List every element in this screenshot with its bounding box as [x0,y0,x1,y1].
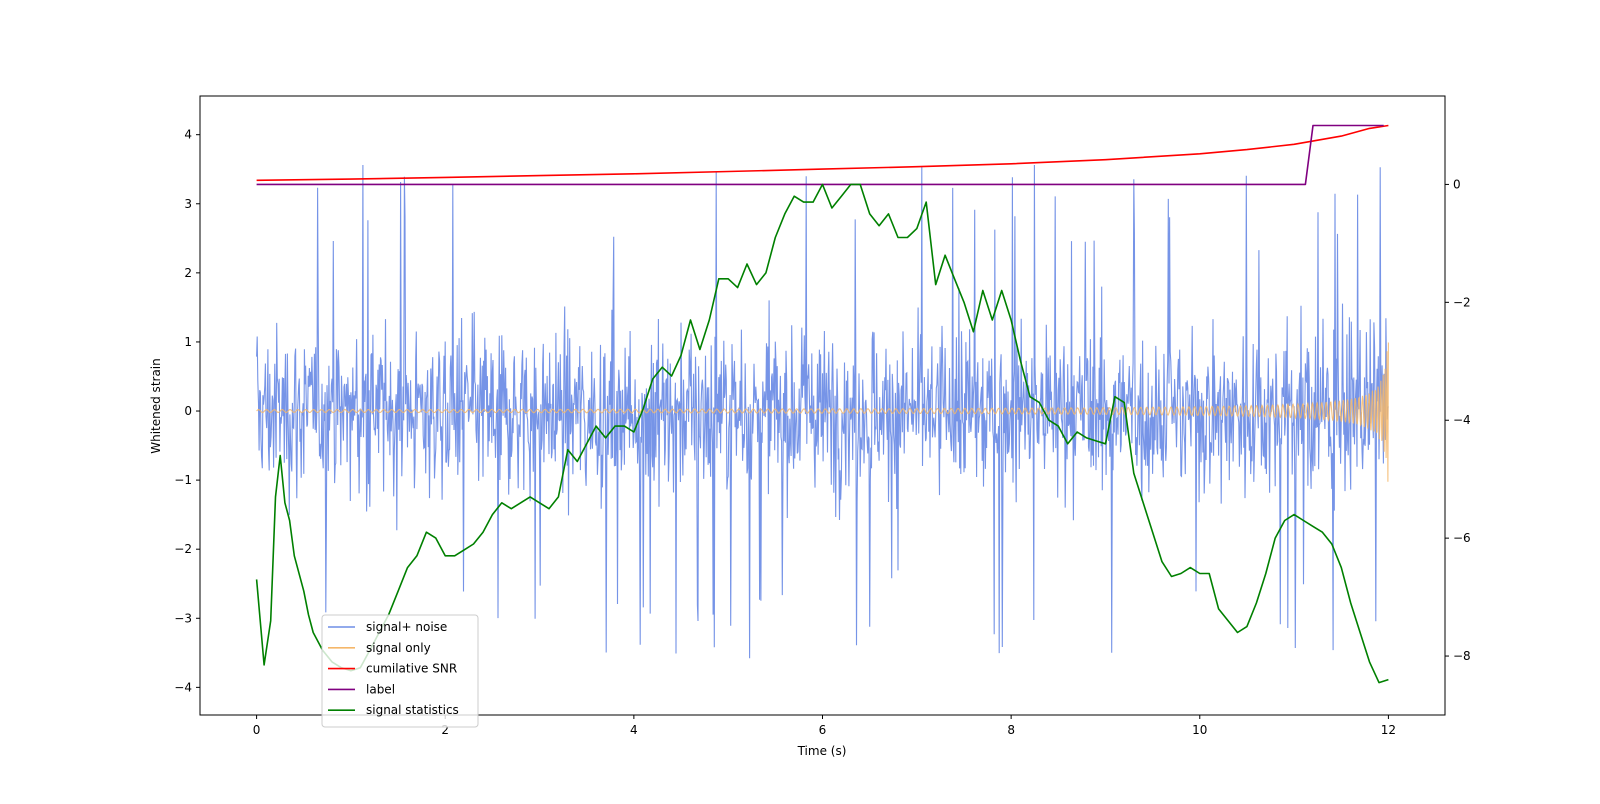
x-tick-label: 2 [441,723,449,737]
y-right-tick-label: −8 [1453,649,1471,663]
legend-label: signal only [366,641,431,655]
y-tick-label: 3 [184,197,192,211]
x-tick-label: 8 [1007,723,1015,737]
series-line-cumulative-snr [256,124,1389,182]
series-line-signal-statistics [255,183,1389,684]
y-tick-label: 1 [184,335,192,349]
y-right-tick-label: −4 [1453,413,1471,427]
x-axis-label: Time (s) [797,744,847,758]
series-line-label [256,124,1384,186]
legend-label: label [366,682,395,696]
y-tick-label: −2 [174,542,192,556]
legend-label: signal statistics [366,703,459,717]
y-tick-label: −1 [174,473,192,487]
y-tick-label: 4 [184,128,192,142]
legend-box [321,614,479,728]
series-line-signal-only [256,342,1389,482]
y-axis-label: Whitened strain [149,358,163,454]
y-right-tick-label: −2 [1453,295,1471,309]
legend-label: signal+ noise [366,620,447,634]
x-tick-label: 0 [253,723,261,737]
x-tick-label: 12 [1381,723,1396,737]
legend-label: cumilative SNR [366,662,457,676]
y-tick-label: 2 [184,266,192,280]
plot-area [255,124,1389,684]
series-line-signal-noise [256,164,1389,659]
y-tick-label: −4 [174,680,192,694]
y-right-tick-label: 0 [1453,177,1461,191]
x-tick-label: 6 [819,723,827,737]
x-tick-label: 4 [630,723,638,737]
x-tick-label: 10 [1192,723,1207,737]
y-tick-label: −3 [174,611,192,625]
y-tick-label: 0 [184,404,192,418]
y-right-tick-label: −6 [1453,531,1471,545]
legend: signal+ noise signal only cumilative SNR la… [321,614,479,728]
